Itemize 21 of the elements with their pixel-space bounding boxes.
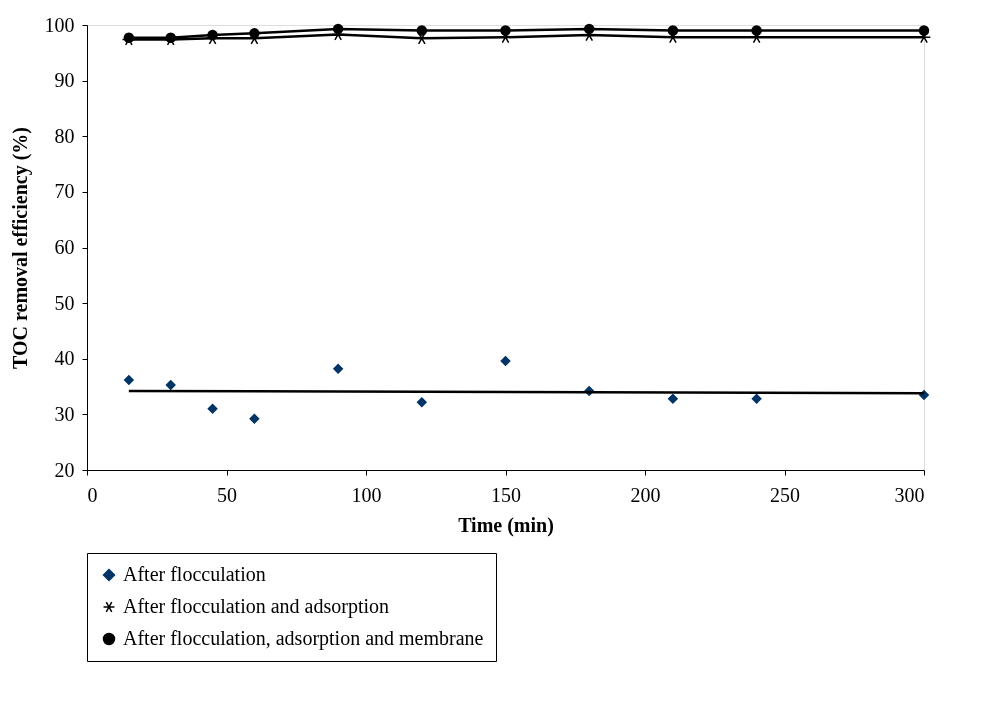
legend-label: After flocculation and adsorption xyxy=(123,595,390,618)
y-tick-label: 30 xyxy=(54,402,75,425)
x-axis-title: Time (min) xyxy=(458,513,554,537)
y-tick-label: 40 xyxy=(54,347,75,370)
x-tick-label: 150 xyxy=(491,483,521,506)
y-tick-label: 70 xyxy=(54,180,75,203)
x-tick-label: 300 xyxy=(894,483,925,506)
y-tick-label: 50 xyxy=(54,291,75,314)
x-tick-label: 100 xyxy=(351,483,382,506)
y-tick-label: 100 xyxy=(44,13,75,36)
legend-label: After flocculation xyxy=(123,563,266,585)
x-tick-label: 0 xyxy=(87,483,98,506)
y-tick-label: 90 xyxy=(54,69,75,92)
legend-label: After flocculation, adsorption and membrane xyxy=(123,627,484,650)
y-tick-label: 20 xyxy=(54,458,75,481)
x-tick-label: 250 xyxy=(770,483,800,506)
y-axis-title: TOC removal efficiency (%) xyxy=(8,127,32,369)
x-tick-label: 200 xyxy=(630,483,661,506)
y-tick-label: 60 xyxy=(54,236,75,258)
x-tick-label: 50 xyxy=(217,483,237,506)
y-tick-label: 80 xyxy=(54,124,75,147)
